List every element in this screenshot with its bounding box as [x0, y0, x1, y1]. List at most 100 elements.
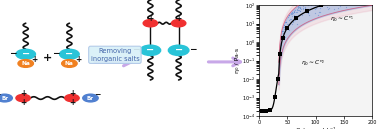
Point — [288, 13, 294, 15]
Point — [299, 14, 305, 16]
Circle shape — [83, 94, 98, 102]
Point — [283, 21, 289, 23]
Text: Na: Na — [65, 61, 74, 66]
Text: −: − — [132, 45, 140, 54]
Point — [331, 8, 337, 10]
Text: +: + — [69, 98, 75, 107]
Circle shape — [18, 60, 33, 67]
Point — [297, 7, 303, 9]
Circle shape — [16, 94, 30, 102]
Point — [335, 0, 341, 2]
Point — [318, 4, 324, 6]
Circle shape — [172, 20, 186, 27]
Text: −: − — [52, 49, 60, 58]
Circle shape — [0, 94, 12, 102]
Point — [297, 6, 303, 8]
Point — [289, 12, 295, 14]
Circle shape — [16, 49, 36, 59]
Text: +: + — [20, 98, 26, 107]
Point — [294, 23, 301, 25]
Point — [282, 28, 288, 30]
Point — [297, 10, 303, 12]
Point — [278, 42, 284, 44]
Point — [306, 7, 312, 10]
Text: −: − — [175, 45, 183, 55]
Point — [280, 37, 286, 39]
Point — [302, 6, 308, 9]
Point — [311, 4, 318, 6]
Text: +: + — [175, 14, 182, 23]
Point — [298, 8, 304, 10]
Point — [286, 14, 292, 16]
Text: −: − — [146, 45, 155, 55]
Circle shape — [168, 45, 189, 55]
Text: $\eta_0 \sim C^{n_1}$: $\eta_0 \sim C^{n_1}$ — [330, 14, 354, 24]
Circle shape — [62, 60, 77, 67]
Point — [305, 13, 311, 15]
Point — [285, 28, 291, 30]
Point — [281, 36, 287, 38]
Text: +: + — [43, 53, 52, 63]
Text: −: − — [65, 49, 73, 59]
Point — [286, 29, 292, 31]
Point — [279, 35, 285, 38]
Point — [277, 53, 283, 55]
Point — [284, 27, 290, 29]
Point — [335, 7, 341, 9]
Point — [295, 5, 301, 7]
Point — [291, 10, 297, 12]
Point — [281, 24, 287, 26]
Text: −: − — [189, 45, 197, 54]
Point — [292, 9, 298, 11]
Point — [285, 16, 291, 18]
Point — [336, 5, 342, 7]
Point — [294, 11, 300, 13]
Point — [315, 14, 321, 16]
X-axis label: C / mmol·L⁻¹: C / mmol·L⁻¹ — [296, 127, 335, 129]
Point — [311, 6, 317, 8]
Point — [307, 8, 313, 10]
Point — [301, 5, 307, 7]
Point — [290, 23, 296, 25]
Point — [272, 96, 278, 98]
Point — [263, 110, 269, 112]
Point — [259, 110, 265, 112]
Text: +: + — [20, 89, 26, 98]
Text: +: + — [75, 55, 82, 64]
Text: −: − — [22, 49, 30, 59]
Text: −: − — [9, 49, 16, 58]
Point — [295, 14, 301, 16]
Point — [300, 8, 306, 10]
Point — [282, 36, 288, 38]
Text: +: + — [32, 55, 38, 64]
Point — [296, 6, 302, 8]
Text: +: + — [69, 89, 75, 98]
Text: Br: Br — [1, 96, 8, 100]
Point — [294, 8, 300, 10]
Point — [287, 17, 293, 19]
Point — [291, 11, 297, 13]
Point — [311, 8, 318, 10]
Point — [285, 23, 291, 25]
Point — [316, 10, 322, 13]
Point — [296, 9, 302, 11]
Point — [344, 6, 350, 8]
Point — [279, 30, 285, 32]
Text: −: − — [94, 90, 101, 99]
Point — [281, 26, 287, 28]
Point — [305, 4, 311, 6]
Point — [267, 109, 273, 111]
Point — [291, 18, 297, 21]
Point — [286, 14, 292, 16]
Point — [288, 11, 294, 13]
Point — [279, 38, 285, 40]
Text: −: − — [0, 90, 1, 99]
Point — [280, 26, 286, 28]
Point — [297, 7, 303, 10]
Text: Na: Na — [21, 61, 30, 66]
Point — [282, 21, 288, 23]
Point — [324, 6, 330, 8]
Point — [296, 9, 302, 11]
Text: Removing
inorganic salts: Removing inorganic salts — [90, 48, 139, 62]
Point — [290, 20, 296, 22]
